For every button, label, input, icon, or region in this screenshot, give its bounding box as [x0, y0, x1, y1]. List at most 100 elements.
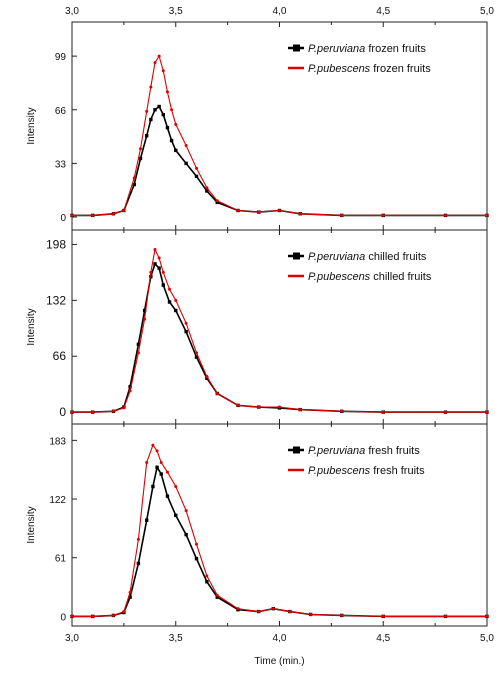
- legend-condition: frozen fruits: [365, 43, 426, 55]
- panel-0-series-1-point: [132, 176, 136, 180]
- panel-1-series-0-point: [205, 376, 209, 380]
- x-bottom-tick-label: 4,0: [273, 633, 287, 644]
- panel-1-series-1-point: [485, 410, 489, 414]
- panel-1-ylabel: Intensity: [26, 308, 37, 345]
- panel-0-series-0-point: [157, 104, 161, 109]
- panel-0-series-1-point: [170, 108, 174, 112]
- panel-1-ytick-label: 198: [46, 237, 66, 251]
- panel-0-series-0-point: [149, 117, 153, 122]
- panel-2-series-1-point: [165, 470, 169, 474]
- panel-0-legend-label-0: P.peruviana frozen fruits: [308, 43, 426, 55]
- panel-0-series-1-point: [444, 213, 447, 217]
- panel-2-series-0-point: [151, 484, 155, 489]
- panel-2-ytick-label: 0: [60, 612, 66, 623]
- panel-0-series-1-point: [161, 69, 165, 73]
- panel-1-series-0-point: [136, 342, 141, 347]
- panel-1-series-1-point: [149, 270, 153, 274]
- panel-0-series-1-point: [340, 213, 344, 217]
- panel-1-series-1-point: [381, 410, 385, 414]
- panel-0-series-1-point: [138, 147, 142, 151]
- panel-0-series-0-point: [153, 108, 157, 112]
- panel-1-series-1-point: [205, 375, 209, 379]
- panel-1-ytick-label: 66: [53, 349, 67, 363]
- panel-2-series-1-point: [205, 574, 209, 578]
- panel-0-series-0-point: [132, 182, 136, 187]
- panel-1-series-0-point: [153, 262, 157, 266]
- panel-1-series-1-point: [184, 321, 188, 325]
- panel-0-series-1-point: [145, 109, 149, 113]
- panel-0-series-1-point: [485, 213, 489, 217]
- x-bottom-tick-label: 4,5: [376, 633, 390, 644]
- panel-0-series-1-point: [257, 210, 261, 214]
- panel-2-series-1-point: [155, 449, 159, 453]
- panel-1-series-1-point: [174, 298, 178, 302]
- panel-1-series-1-point: [195, 351, 198, 355]
- panel-0-series-1-line: [72, 54, 487, 216]
- panel-0-legend-label-1: P.pubescens frozen fruits: [308, 63, 431, 75]
- x-bottom-tick-label: 3,5: [169, 633, 183, 644]
- panel-2-series-1-point: [159, 460, 163, 464]
- panel-1-legend-label-0: P.peruviana chilled fruits: [308, 251, 427, 263]
- panel-1-series-1-point: [236, 403, 240, 407]
- x-bottom-tick-label: 3,0: [65, 633, 79, 644]
- panel-2-series-1-point: [122, 610, 126, 614]
- panel-1-series-0-point: [161, 283, 165, 287]
- panel-2-ytick-label: 61: [55, 554, 67, 565]
- panel-1-series-0-point: [142, 308, 147, 313]
- panel-2-series-1-point: [195, 542, 198, 546]
- legend-species: P.peruviana: [308, 43, 365, 55]
- panel-2-series-0-line: [72, 465, 487, 618]
- panel-0-series-1-point: [112, 212, 115, 216]
- legend-condition: chilled fruits: [365, 251, 427, 263]
- panel-0-series-1-point: [122, 209, 126, 212]
- legend-condition: frozen fruits: [370, 63, 431, 75]
- panel-0-series-0-point: [194, 174, 199, 179]
- panel-1-series-1-point: [444, 410, 447, 414]
- panel-1-series-1-point: [157, 256, 161, 260]
- panel-0-series-1-point: [298, 212, 302, 216]
- panel-1-legend-marker-0: [293, 252, 300, 260]
- panel-0-series-0-point: [205, 189, 209, 193]
- panel-2-series-1-point: [112, 613, 115, 617]
- panel-0-ytick-label: 66: [55, 106, 67, 117]
- legend-condition: fresh fruits: [370, 465, 425, 477]
- panel-2-series-1-point: [145, 460, 149, 464]
- panel-1-series-0-point: [174, 308, 178, 313]
- panel-1-series-0-point: [128, 385, 132, 389]
- x-top-tick-label: 3,5: [169, 6, 183, 17]
- panel-2-series-1-point: [340, 613, 344, 617]
- panel-1-series-0-point: [184, 329, 188, 334]
- panel-2-series-0-point: [184, 532, 188, 537]
- panel-2-series-0-point: [136, 561, 141, 566]
- panel-1-series-1-point: [70, 410, 74, 414]
- panel-2-series-0-point: [215, 595, 219, 599]
- panel-0-series-1-point: [153, 61, 157, 65]
- panel-0-series-1-point: [184, 144, 188, 147]
- panel-1-series-1-point: [122, 406, 126, 410]
- panel-0-series-0-point: [169, 138, 174, 143]
- panel-2-series-1-point: [136, 537, 140, 541]
- panel-2-series-1-point: [271, 607, 275, 611]
- panel-2-series-1-point: [236, 607, 240, 611]
- panel-1-series-1-point: [168, 287, 172, 291]
- panel-1-series-1-point: [91, 410, 95, 414]
- panel-2-series-0-point: [128, 595, 132, 599]
- panel-1-ytick-label: 132: [46, 293, 66, 307]
- panel-2-series-1-point: [128, 590, 132, 594]
- panel-0-series-1-point: [205, 186, 209, 190]
- panel-2-frame: [71, 423, 488, 627]
- panel-1-series-1-point: [136, 351, 140, 355]
- panel-1-series-1-point: [257, 405, 261, 409]
- x-top-tick-label: 4,0: [273, 6, 287, 17]
- panel-1-series-1-point: [153, 247, 157, 251]
- panel-2-series-0-point: [155, 465, 159, 469]
- panel-2-ytick-label: 183: [49, 436, 66, 447]
- x-top-tick-label: 4,5: [376, 6, 390, 17]
- panel-1-series-1-point: [298, 408, 302, 412]
- panel-1-series-1-point: [340, 409, 344, 413]
- panel-1-series-1-point: [112, 409, 115, 413]
- panel-2-series-1-point: [309, 612, 313, 616]
- legend-species: P.pubescens: [308, 271, 371, 283]
- panel-0-legend-marker-0: [293, 44, 300, 52]
- legend-species: P.pubescens: [308, 63, 371, 75]
